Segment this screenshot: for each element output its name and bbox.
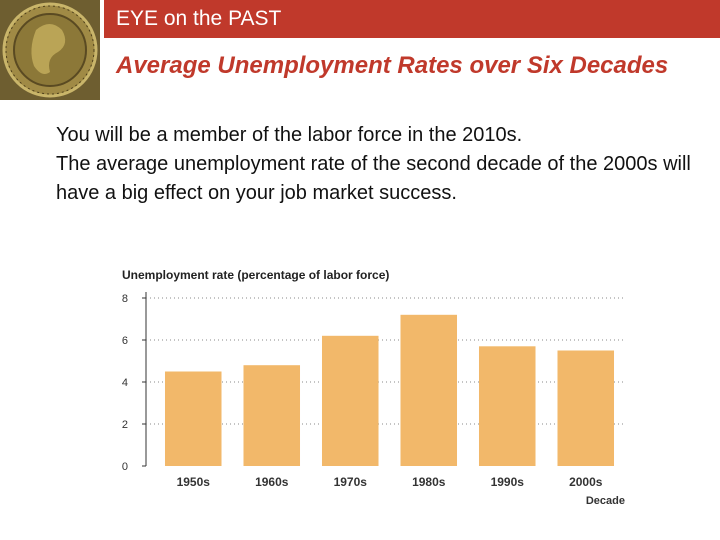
logo-divider-horizontal bbox=[0, 100, 104, 104]
y-tick-label: 2 bbox=[122, 419, 128, 431]
banner-title: EYE on the PAST bbox=[116, 7, 282, 30]
x-tick-label: 1970s bbox=[334, 475, 368, 489]
y-tick-label: 0 bbox=[122, 461, 128, 473]
bar-1970s bbox=[321, 335, 379, 466]
bar-2000s bbox=[557, 350, 615, 466]
unemployment-chart: Unemployment rate (percentage of labor f… bbox=[110, 262, 630, 510]
x-tick-label: 1980s bbox=[412, 475, 446, 489]
paragraph-2: The average unemployment rate of the sec… bbox=[56, 153, 691, 204]
y-tick-label: 4 bbox=[122, 377, 128, 389]
paragraph-1: You will be a member of the labor force … bbox=[56, 124, 523, 146]
bar-1950s bbox=[164, 371, 222, 466]
slide-heading: Average Unemployment Rates over Six Deca… bbox=[116, 52, 669, 79]
x-tick-label: 1960s bbox=[255, 475, 289, 489]
y-tick-label: 6 bbox=[122, 335, 128, 347]
x-tick-label: 1950s bbox=[177, 475, 211, 489]
x-tick-label: 1990s bbox=[491, 475, 525, 489]
title-banner: EYE on the PAST bbox=[0, 0, 720, 38]
chart-title: Unemployment rate (percentage of labor f… bbox=[122, 268, 389, 282]
gold-coin-icon bbox=[0, 0, 100, 100]
x-axis-label: Decade bbox=[586, 495, 625, 507]
x-tick-label: 2000s bbox=[569, 475, 603, 489]
y-tick-label: 8 bbox=[122, 293, 128, 305]
bar-1980s bbox=[400, 314, 458, 466]
bar-1960s bbox=[243, 365, 301, 466]
body-text: You will be a member of the labor force … bbox=[56, 121, 706, 208]
bar-1990s bbox=[478, 346, 536, 466]
logo-divider-vertical bbox=[100, 0, 104, 100]
chart-svg: Unemployment rate (percentage of labor f… bbox=[122, 268, 625, 507]
